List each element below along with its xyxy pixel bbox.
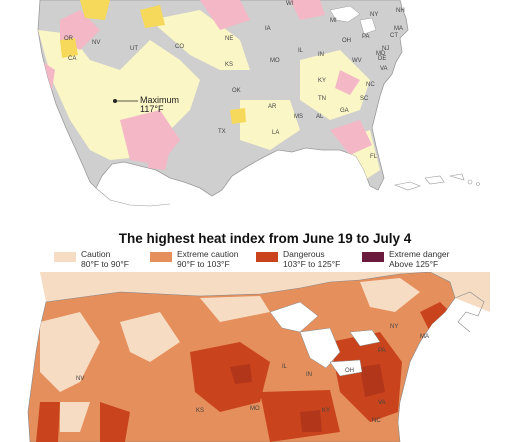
state-label-oh: OH (345, 368, 354, 374)
legend-label: Extreme caution (177, 249, 239, 259)
state-label-ne: NE (225, 36, 233, 42)
legend-item-1: Extreme caution 90°F to 103°F (150, 249, 238, 269)
state-label-ny: NY (390, 324, 398, 330)
caribbean-islands (393, 173, 480, 191)
state-label-wv: WV (352, 58, 362, 64)
state-label-va: VA (380, 66, 388, 72)
heat-index-regions (36, 278, 450, 442)
maximum-annotation-line2: 117°F (140, 104, 164, 114)
state-label-nv: NV (76, 376, 84, 382)
state-label-ma: MA (394, 26, 403, 32)
state-label-al: AL (316, 114, 324, 120)
state-label-mo: MO (250, 406, 260, 412)
state-label-nc: NC (372, 418, 381, 424)
state-label-ct: CT (390, 33, 398, 39)
legend-range: Above 125°F (389, 259, 439, 269)
legend-swatch (54, 252, 76, 262)
legend-range: 80°F to 90°F (81, 259, 129, 269)
legend-item-2: Dangerous 103°F to 125°F (256, 249, 340, 269)
state-label-or: OR (64, 36, 74, 42)
state-label-fl: FL (370, 154, 378, 160)
state-label-de: DE (378, 56, 386, 62)
heat-advisory-regions (38, 0, 380, 180)
legend-label: Caution (81, 249, 111, 259)
map-highest-heat-index: NV IL IN OH PA NY MA KS MO KY VA NC (27, 272, 490, 442)
state-label-co: CO (175, 44, 184, 50)
legend-swatch (256, 252, 278, 262)
legend-label: Dangerous (283, 249, 325, 259)
state-label-ia: IA (265, 26, 271, 32)
state-label-nj: NJ (382, 46, 389, 52)
maximum-annotation-line1: Maximum (140, 95, 179, 105)
state-label-ga: GA (340, 108, 349, 114)
state-label-wi: WI (286, 1, 294, 7)
state-label-nc: NC (366, 82, 375, 88)
state-label-oh: OH (342, 38, 351, 44)
mexico-outline (95, 187, 171, 207)
canada-region (40, 272, 490, 312)
state-label-ma: MA (420, 334, 429, 340)
chart-title: The highest heat index from June 19 to J… (118, 231, 412, 246)
heat-index-legend: Caution 80°F to 90°F Extreme caution 90°F t… (0, 249, 530, 271)
state-label-ks: KS (225, 62, 233, 68)
state-label-ny: NY (370, 12, 378, 18)
great-lakes (329, 5, 377, 35)
legend-range: 103°F to 125°F (283, 259, 341, 269)
legend-item-0: Caution 80°F to 90°F (54, 249, 129, 269)
state-label-ms: MS (294, 114, 303, 120)
state-labels: NV IL IN OH PA NY MA KS MO KY VA NC (76, 324, 429, 424)
state-label-tx: TX (218, 129, 226, 135)
great-lakes (269, 301, 381, 377)
state-label-mo: MO (270, 58, 280, 64)
state-label-la: LA (272, 130, 279, 136)
state-label-pa: PA (378, 348, 386, 354)
legend-swatch (150, 252, 172, 262)
state-label-ar: AR (268, 104, 277, 110)
state-label-ks: KS (196, 408, 204, 414)
state-label-sc: SC (360, 96, 369, 102)
state-label-pa: PA (362, 34, 370, 40)
state-label-in: IN (318, 52, 324, 58)
canada-coast-outline (454, 291, 485, 333)
legend-label: Extreme danger (389, 249, 450, 259)
state-label-in: IN (306, 372, 312, 378)
state-label-ca: CA (68, 56, 76, 62)
state-label-ok: OK (232, 88, 241, 94)
state-label-il: IL (298, 48, 304, 54)
state-label-mi: MI (330, 18, 337, 24)
state-label-va: VA (378, 400, 386, 406)
state-label-ut: UT (130, 46, 138, 52)
state-label-tn: TN (318, 96, 326, 102)
maximum-annotation: Maximum 117°F (113, 95, 179, 114)
legend-range: 90°F to 103°F (177, 259, 230, 269)
state-label-nh: NH (396, 8, 405, 14)
state-label-ky: KY (322, 408, 330, 414)
state-label-md: MD (376, 51, 386, 57)
legend-swatch (362, 252, 384, 262)
state-label-ky: KY (318, 78, 326, 84)
state-label-nv: NV (92, 40, 100, 46)
legend-item-3: Extreme danger Above 125°F (362, 249, 449, 269)
state-label-il: IL (282, 364, 288, 370)
